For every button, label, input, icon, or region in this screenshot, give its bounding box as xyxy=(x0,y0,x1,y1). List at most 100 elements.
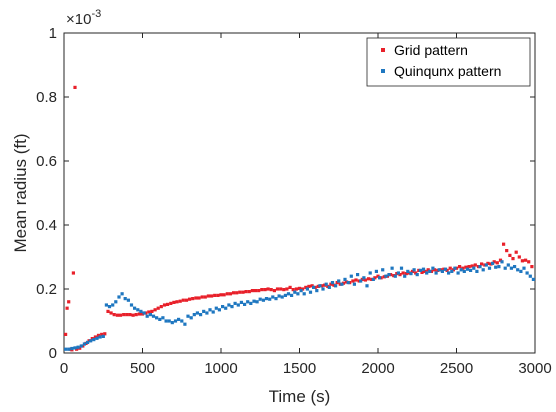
data-point xyxy=(527,260,531,264)
data-point xyxy=(434,271,438,275)
data-point xyxy=(177,317,181,321)
data-point xyxy=(491,261,495,265)
x-tick-label: 500 xyxy=(130,360,155,377)
data-point xyxy=(495,261,499,265)
data-point xyxy=(531,277,535,281)
data-point xyxy=(200,295,204,299)
data-point xyxy=(156,306,160,310)
data-point xyxy=(299,289,303,293)
data-point xyxy=(67,300,71,304)
y-tick-label: 1 xyxy=(49,25,57,42)
data-point xyxy=(465,267,470,271)
data-point xyxy=(418,268,422,272)
data-point xyxy=(112,313,116,317)
data-point xyxy=(269,288,273,292)
data-point xyxy=(111,303,115,307)
data-point xyxy=(378,276,382,280)
data-point xyxy=(162,303,167,307)
data-point xyxy=(351,279,355,283)
data-point xyxy=(221,305,225,309)
data-point xyxy=(114,300,118,304)
data-point xyxy=(189,316,193,320)
data-point xyxy=(500,260,504,264)
data-point xyxy=(244,290,248,294)
data-point xyxy=(506,263,510,267)
data-point xyxy=(82,342,86,346)
data-point xyxy=(401,271,405,275)
data-point xyxy=(514,250,518,254)
data-point xyxy=(208,308,212,312)
data-point xyxy=(473,263,477,267)
data-point xyxy=(359,279,363,283)
data-point xyxy=(467,265,471,269)
data-point xyxy=(406,269,410,273)
data-point xyxy=(412,268,416,272)
data-point xyxy=(70,346,74,351)
data-point xyxy=(508,253,512,257)
data-point xyxy=(530,265,534,269)
data-point xyxy=(425,271,429,275)
data-point xyxy=(178,299,182,303)
data-point xyxy=(352,282,356,286)
data-point xyxy=(192,313,196,317)
data-point xyxy=(330,281,335,285)
data-point xyxy=(384,274,388,278)
data-point xyxy=(236,303,240,307)
data-point xyxy=(175,300,179,304)
data-point xyxy=(283,293,287,297)
data-point xyxy=(315,289,319,293)
data-point xyxy=(184,298,189,302)
data-point xyxy=(217,308,221,312)
data-point xyxy=(525,271,529,275)
data-point xyxy=(76,345,80,349)
x-axis-ticks: 0 500 1000 1500 2000 2500 3000 xyxy=(60,33,552,377)
data-point xyxy=(173,319,178,323)
y-axis-ticks: 0 0.2 0.4 0.6 0.8 1 xyxy=(36,25,535,362)
data-point xyxy=(137,312,141,316)
data-point xyxy=(275,287,280,291)
data-point xyxy=(511,257,515,261)
data-point xyxy=(415,273,419,277)
data-point xyxy=(233,301,237,305)
data-point xyxy=(282,288,286,292)
data-point xyxy=(390,266,394,270)
y-axis-exponent-power: -3 xyxy=(91,8,101,20)
data-point xyxy=(505,249,509,253)
legend-marker-grid-pattern xyxy=(381,48,385,52)
data-point xyxy=(249,301,253,305)
x-tick-label: 0 xyxy=(60,360,68,377)
data-point xyxy=(150,309,154,313)
data-point xyxy=(268,297,272,301)
data-point xyxy=(387,273,391,277)
data-point xyxy=(458,265,462,269)
data-point xyxy=(139,309,143,313)
data-point xyxy=(381,268,385,272)
data-point xyxy=(67,347,71,351)
data-point xyxy=(502,242,506,246)
data-point xyxy=(374,269,378,273)
data-point xyxy=(180,319,184,323)
data-point xyxy=(227,303,231,307)
data-point xyxy=(172,300,176,304)
data-point xyxy=(346,281,350,285)
data-point xyxy=(120,292,124,296)
data-point xyxy=(343,277,347,281)
data-point xyxy=(274,297,278,301)
data-point xyxy=(128,313,132,317)
data-point xyxy=(188,297,192,301)
data-point xyxy=(296,292,300,296)
data-point xyxy=(103,332,107,336)
data-point xyxy=(354,278,358,282)
data-point xyxy=(528,274,532,278)
data-point xyxy=(211,310,215,314)
data-point xyxy=(420,270,424,274)
data-point xyxy=(443,267,448,271)
data-point xyxy=(403,274,407,278)
data-point xyxy=(151,314,156,318)
data-point xyxy=(271,295,275,299)
data-point xyxy=(214,306,218,310)
data-point xyxy=(123,297,127,301)
data-point xyxy=(462,269,466,273)
data-point xyxy=(222,293,226,297)
data-point xyxy=(106,309,110,313)
